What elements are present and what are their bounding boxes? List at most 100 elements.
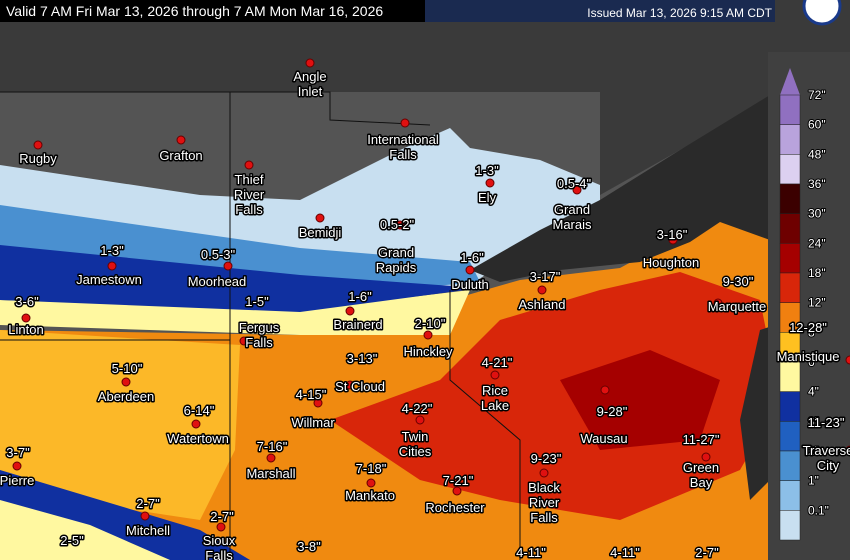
city-name: Grand bbox=[554, 202, 590, 217]
city-dot bbox=[415, 415, 425, 425]
city-dot bbox=[140, 511, 150, 521]
amount-label: 1-6" bbox=[348, 289, 372, 304]
city-dot bbox=[33, 140, 43, 150]
amount-label: 2-7" bbox=[695, 545, 719, 560]
city-name: River bbox=[529, 495, 560, 510]
legend-label: 60" bbox=[808, 118, 826, 132]
city-dot bbox=[537, 285, 547, 295]
city-name: Hinckley bbox=[403, 344, 453, 359]
city-name: Angle bbox=[293, 69, 326, 84]
city-name: Cities bbox=[399, 444, 432, 459]
amount-label: 1-5" bbox=[245, 294, 269, 309]
city-dot bbox=[176, 135, 186, 145]
city-name: Rugby bbox=[19, 151, 57, 166]
city-dot bbox=[845, 355, 850, 365]
city-name: City bbox=[817, 458, 840, 473]
city-name: Falls bbox=[235, 202, 263, 217]
amount-label: 4-22" bbox=[402, 401, 433, 416]
amount-label: 2-5" bbox=[60, 533, 84, 548]
city-name: Rice bbox=[482, 383, 508, 398]
city-dot bbox=[713, 298, 723, 308]
city-dot bbox=[701, 452, 711, 462]
legend-swatch bbox=[779, 421, 801, 452]
legend-label: 3" bbox=[808, 414, 819, 428]
city-dot bbox=[191, 419, 201, 429]
city-name: Sioux bbox=[203, 533, 236, 548]
city-dot bbox=[244, 160, 254, 170]
legend-swatch bbox=[779, 450, 801, 481]
amount-label: 1-6" bbox=[460, 250, 484, 265]
amount-label: 3-8" bbox=[297, 539, 321, 554]
city-dot bbox=[490, 370, 500, 380]
legend: 72" 60" 48" 36" 30" 24" 18" 12" 8" 6" 4" 3" 2" 1" 0.1" bbox=[779, 68, 830, 541]
city-name: Falls bbox=[530, 510, 558, 525]
city-name: Aberdeen bbox=[98, 389, 154, 404]
city-dot bbox=[600, 385, 610, 395]
amount-label: 4-11" bbox=[610, 545, 640, 560]
city-name: Fergus bbox=[239, 320, 280, 335]
city-name: Twin bbox=[402, 429, 429, 444]
legend-label: 18" bbox=[808, 266, 826, 280]
city-dot bbox=[452, 486, 462, 496]
city-name: Falls bbox=[245, 335, 273, 350]
city-dot bbox=[465, 265, 475, 275]
city-dot bbox=[21, 313, 31, 323]
amount-label: 2-7" bbox=[136, 496, 160, 511]
city-dot bbox=[400, 118, 410, 128]
amount-label: 3-16" bbox=[657, 227, 688, 242]
amount-label: 9-23" bbox=[531, 451, 562, 466]
amount-label: 6-14" bbox=[184, 403, 215, 418]
legend-label: 72" bbox=[808, 88, 826, 102]
city-name: Marshall bbox=[246, 466, 295, 481]
city-dot bbox=[366, 478, 376, 488]
amount-label: 3-6" bbox=[15, 294, 39, 309]
city-name: Marais bbox=[552, 217, 592, 232]
city-name: Linton bbox=[8, 322, 43, 337]
legend-swatch bbox=[779, 124, 801, 155]
legend-swatch bbox=[779, 480, 801, 511]
city-dot bbox=[845, 445, 850, 455]
amount-label: 5-10" bbox=[112, 361, 143, 376]
city-name: Rapids bbox=[376, 260, 417, 275]
city-dot bbox=[423, 330, 433, 340]
city-dot bbox=[216, 522, 226, 532]
amount-label: 3-7" bbox=[6, 445, 30, 460]
amount-label: 3-17" bbox=[530, 269, 561, 284]
amount-label: 9-28" bbox=[597, 404, 628, 419]
amount-label: 11-27" bbox=[683, 432, 720, 447]
city-name: Moorhead bbox=[188, 274, 247, 289]
amount-label: 7-21" bbox=[443, 473, 474, 488]
city-name: Inlet bbox=[298, 84, 323, 99]
legend-label: 8" bbox=[808, 325, 819, 339]
legend-label: 12" bbox=[808, 296, 826, 310]
city-dot bbox=[239, 336, 249, 346]
city-name: Ely bbox=[478, 190, 497, 205]
city-dot bbox=[107, 261, 117, 271]
issued-time: Issued Mar 13, 2026 9:15 AM CDT bbox=[587, 6, 772, 20]
city-name: Brainerd bbox=[333, 317, 382, 332]
logo bbox=[802, 0, 842, 26]
amount-label: 7-16" bbox=[257, 439, 288, 454]
amount-label: 9-30" bbox=[723, 274, 754, 289]
amount-label: 3-13" bbox=[347, 351, 378, 366]
legend-label: 1" bbox=[808, 474, 819, 488]
city-name: Willmar bbox=[291, 415, 335, 430]
city-dot bbox=[313, 398, 323, 408]
amount-label: 2-10" bbox=[415, 316, 446, 331]
legend-label: 30" bbox=[808, 207, 826, 221]
city-dot bbox=[223, 261, 233, 271]
city-name: Wausau bbox=[580, 431, 627, 446]
city-name: Bay bbox=[690, 475, 713, 490]
city-dot bbox=[572, 185, 582, 195]
city-name: Green bbox=[683, 460, 719, 475]
legend-swatch bbox=[779, 510, 801, 541]
city-dot bbox=[345, 380, 355, 390]
amount-label: 2-7" bbox=[210, 509, 234, 524]
legend-swatch bbox=[779, 272, 801, 303]
city-name: Bemidji bbox=[299, 225, 342, 240]
amount-label: 12-28" bbox=[789, 320, 827, 335]
city-dot bbox=[485, 178, 495, 188]
city-dot bbox=[668, 235, 678, 245]
city-dot bbox=[121, 377, 131, 387]
